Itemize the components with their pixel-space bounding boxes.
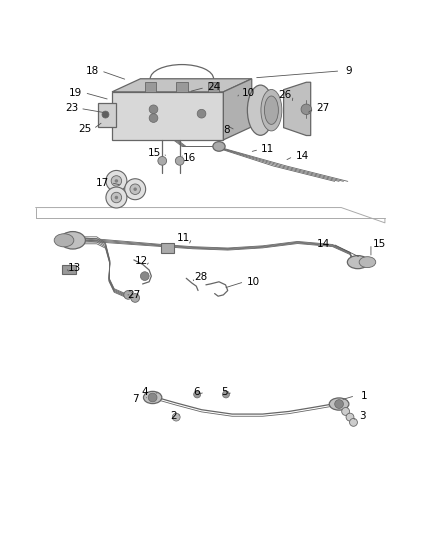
Bar: [208, 82, 219, 92]
Text: 27: 27: [316, 103, 329, 114]
Text: 1: 1: [360, 391, 367, 401]
Circle shape: [149, 105, 158, 114]
Bar: [62, 265, 76, 274]
Text: 4: 4: [141, 387, 148, 397]
Polygon shape: [223, 79, 252, 140]
Ellipse shape: [261, 90, 282, 131]
Text: 26: 26: [278, 91, 291, 100]
Circle shape: [158, 157, 166, 165]
Text: 27: 27: [127, 290, 141, 300]
Bar: [161, 243, 173, 253]
Text: 14: 14: [317, 239, 330, 249]
Polygon shape: [284, 82, 311, 135]
Circle shape: [134, 188, 137, 191]
Circle shape: [301, 104, 311, 115]
Text: 3: 3: [359, 411, 366, 421]
Text: 17: 17: [95, 177, 109, 188]
Text: 14: 14: [295, 151, 309, 161]
Text: 18: 18: [86, 66, 99, 76]
Bar: [176, 82, 187, 92]
Circle shape: [124, 290, 133, 299]
Circle shape: [106, 187, 127, 208]
Bar: [145, 82, 156, 92]
Ellipse shape: [329, 398, 349, 410]
Text: 24: 24: [207, 83, 220, 93]
Polygon shape: [98, 103, 117, 127]
Text: 10: 10: [242, 88, 255, 98]
Circle shape: [175, 157, 184, 165]
Ellipse shape: [54, 234, 74, 247]
Text: 12: 12: [134, 256, 148, 266]
Circle shape: [111, 176, 122, 186]
Text: 8: 8: [223, 125, 230, 135]
Circle shape: [223, 391, 230, 398]
Text: 10: 10: [247, 277, 260, 287]
Text: 28: 28: [194, 272, 207, 282]
Circle shape: [111, 192, 122, 203]
Circle shape: [141, 272, 149, 280]
Text: 16: 16: [183, 153, 196, 163]
Circle shape: [148, 393, 157, 402]
Polygon shape: [112, 79, 252, 92]
Text: 15: 15: [373, 239, 386, 249]
Circle shape: [106, 171, 127, 191]
Text: 11: 11: [177, 233, 190, 243]
Text: 13: 13: [67, 263, 81, 273]
Text: 15: 15: [148, 148, 161, 158]
Circle shape: [350, 418, 357, 426]
Circle shape: [194, 391, 201, 398]
Circle shape: [172, 413, 180, 421]
Text: 6: 6: [193, 387, 200, 397]
Circle shape: [131, 294, 140, 302]
Circle shape: [342, 408, 350, 415]
Text: 7: 7: [132, 394, 138, 404]
Ellipse shape: [60, 231, 85, 249]
Text: 11: 11: [261, 144, 275, 155]
Circle shape: [197, 109, 206, 118]
Ellipse shape: [347, 256, 368, 269]
Ellipse shape: [265, 96, 279, 124]
Ellipse shape: [144, 391, 162, 403]
Text: 9: 9: [346, 66, 353, 76]
Circle shape: [102, 111, 109, 118]
Text: 5: 5: [221, 387, 228, 397]
Circle shape: [335, 400, 343, 408]
Text: 25: 25: [78, 124, 91, 134]
Circle shape: [115, 196, 118, 199]
Polygon shape: [112, 92, 223, 140]
Circle shape: [346, 413, 354, 421]
Circle shape: [130, 184, 141, 195]
Circle shape: [125, 179, 146, 200]
Text: 19: 19: [69, 88, 82, 98]
Text: 2: 2: [170, 411, 177, 421]
Ellipse shape: [213, 142, 225, 151]
Ellipse shape: [247, 85, 274, 135]
Ellipse shape: [359, 257, 376, 268]
Circle shape: [115, 179, 118, 183]
Circle shape: [149, 114, 158, 123]
Text: 23: 23: [65, 103, 78, 114]
